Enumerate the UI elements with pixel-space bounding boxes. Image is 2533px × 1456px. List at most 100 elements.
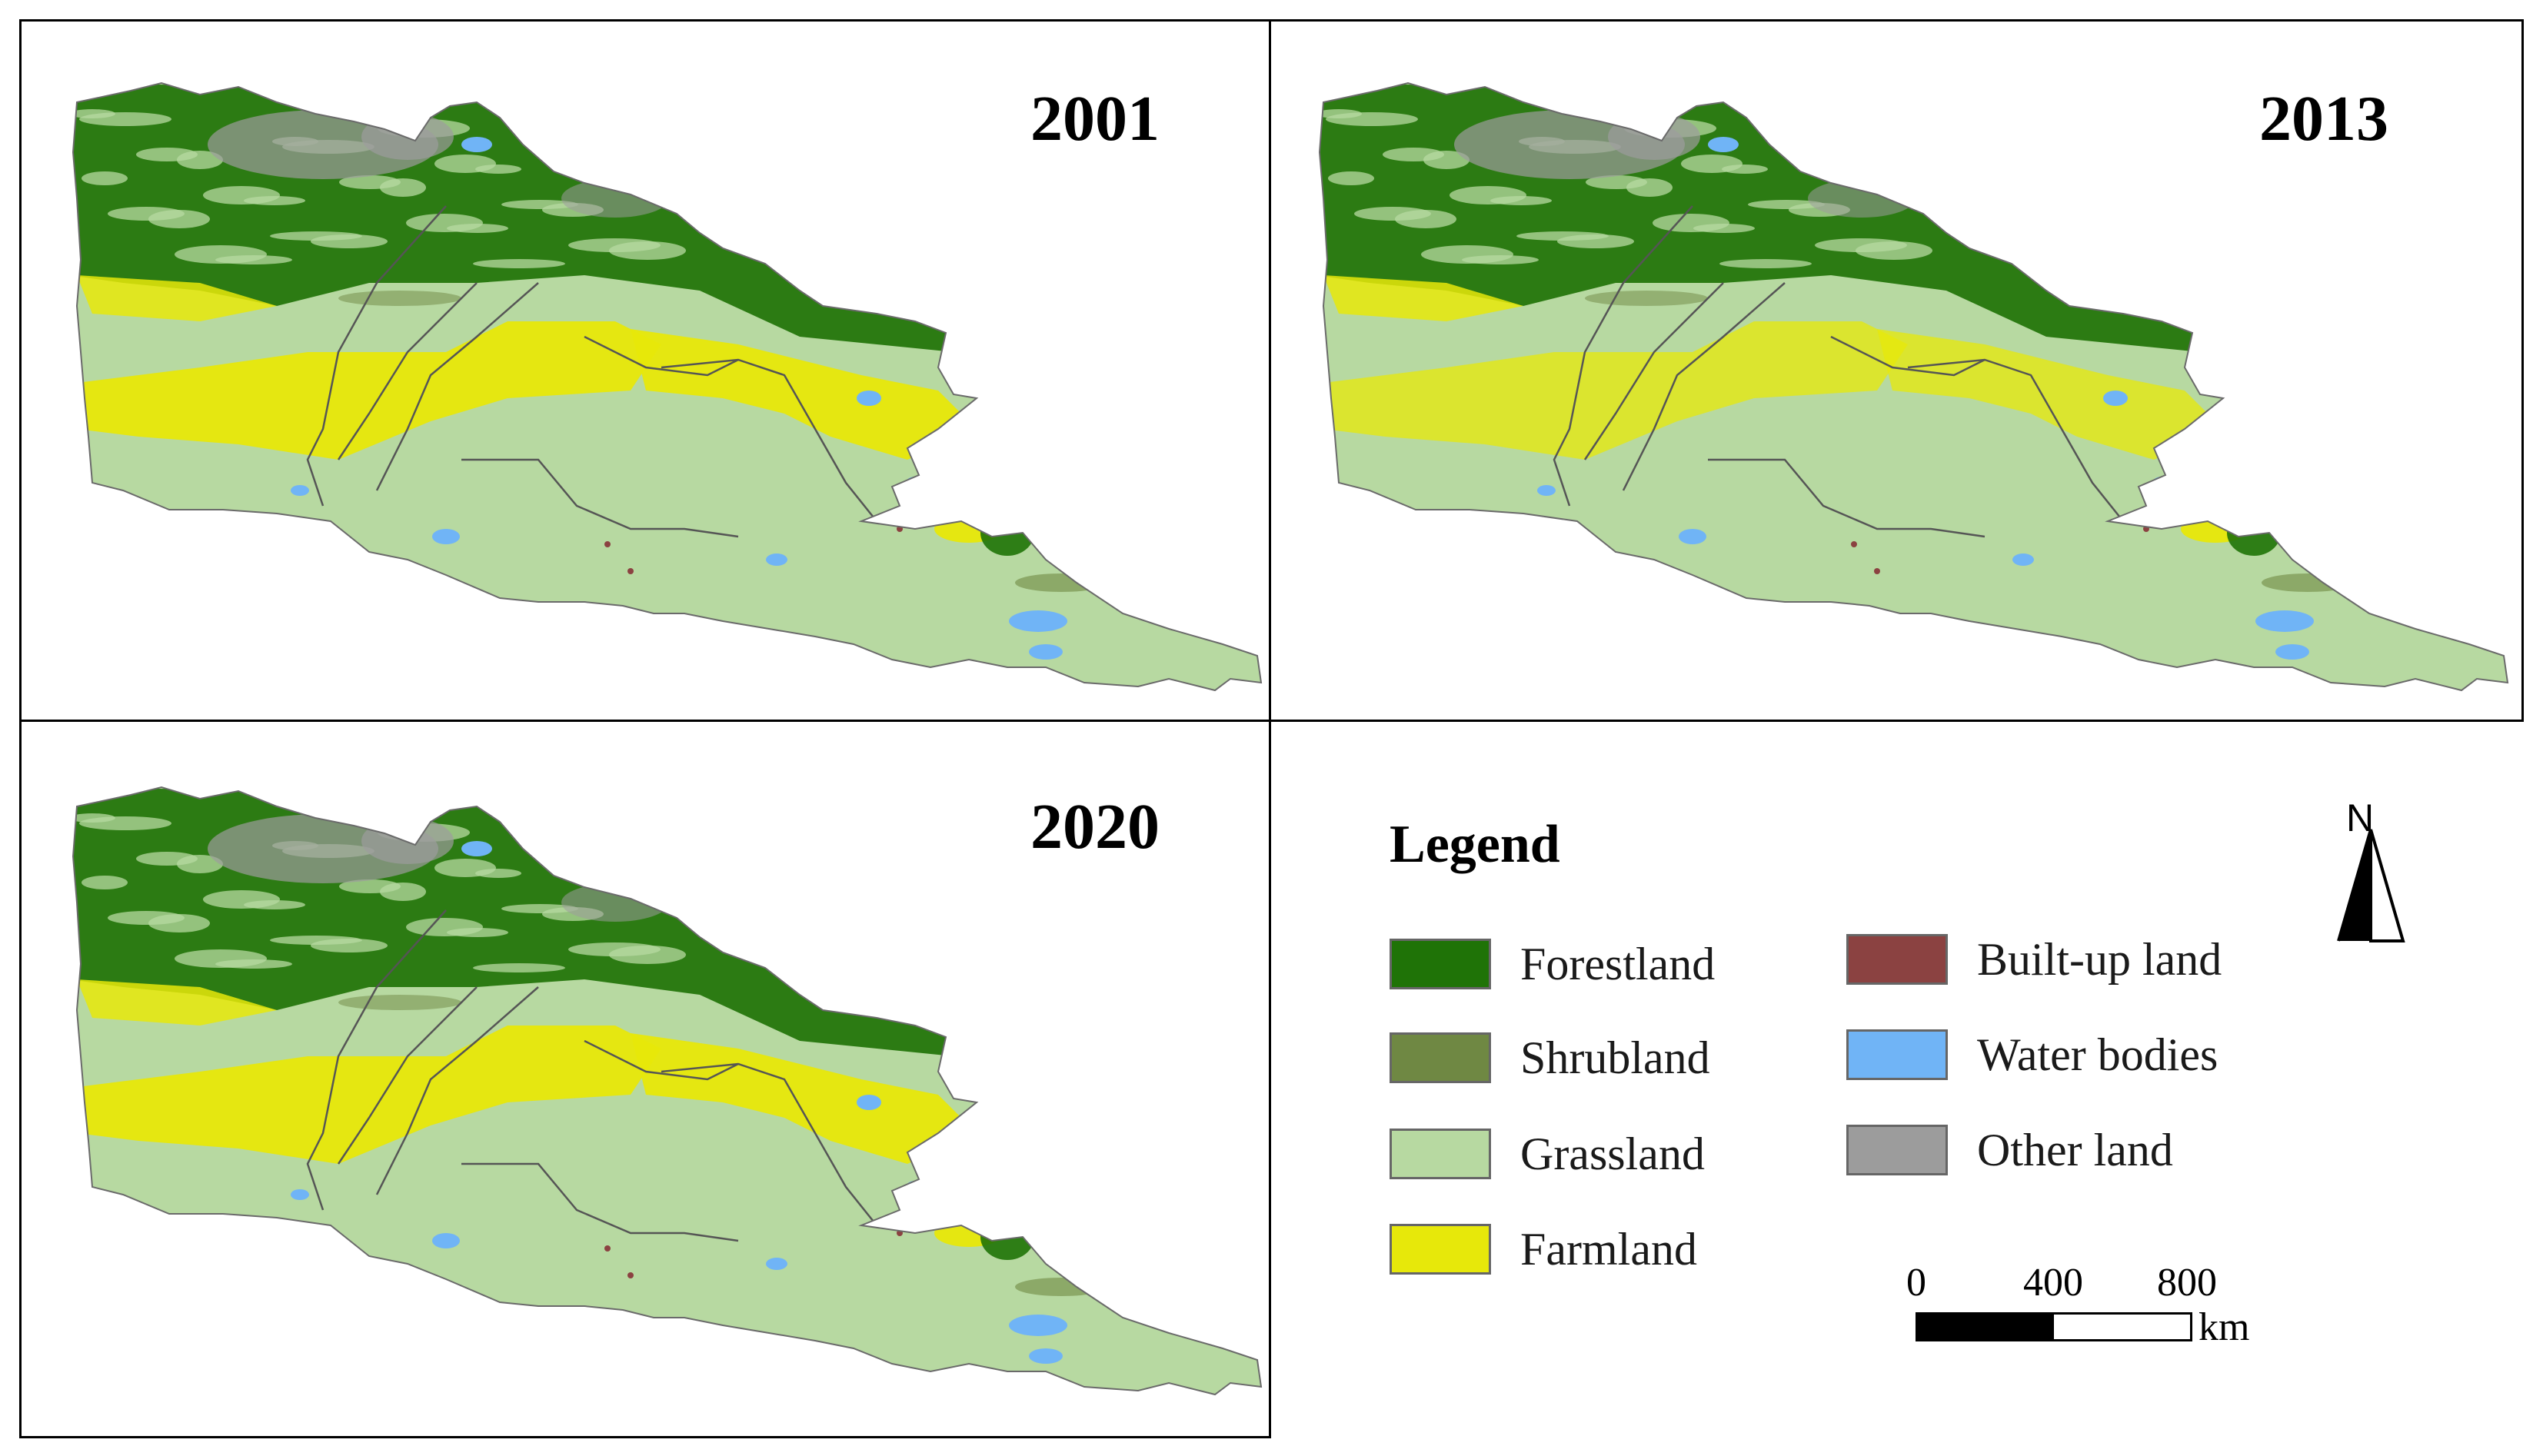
grassland-patch	[1951, 228, 2028, 237]
sub-basin-boundary	[1583, 282, 1724, 460]
grassland-patch	[1912, 123, 1959, 141]
legend-item-farmland: Farmland	[1390, 1222, 1697, 1277]
other-land-patch	[361, 818, 454, 864]
grassland-patch	[1326, 112, 1418, 126]
water-body	[766, 1258, 787, 1270]
land-cover-group	[1320, 83, 2508, 690]
sub-basin-boundary	[375, 282, 539, 491]
shrubland-patch	[338, 995, 461, 1010]
land-use-map-2020	[72, 786, 1263, 1396]
grassland-patch	[1462, 255, 1539, 264]
grassland-patch	[148, 914, 210, 932]
water-body	[461, 137, 492, 152]
grassland-patch	[704, 228, 781, 237]
grassland-patch	[514, 108, 591, 122]
land-use-map-2001	[72, 81, 1263, 692]
grassland-patch	[79, 816, 171, 830]
grassland-patch	[609, 946, 686, 964]
shrubland-patch	[1015, 1278, 1107, 1296]
built-up-dot	[627, 1272, 634, 1278]
water-body	[2103, 391, 2128, 406]
grassland-patch	[571, 848, 617, 862]
water-body	[1009, 1315, 1067, 1336]
other-land-patch	[1608, 114, 1700, 160]
grassland-patch	[311, 234, 388, 248]
legend-label-grassland: Grassland	[1520, 1128, 1705, 1179]
grassland-patch	[79, 112, 171, 126]
scale-tick-400: 400	[2023, 1261, 2083, 1305]
grassland-patch	[733, 168, 794, 178]
scale-bar-white-segment	[2054, 1315, 2190, 1339]
land-cover-group	[73, 787, 1261, 1395]
legend-label-other-land: Other land	[1977, 1124, 2173, 1175]
legend-label-built-up: Built-up land	[1977, 933, 2222, 985]
water-body	[291, 1189, 309, 1200]
farmland-area	[77, 321, 661, 460]
grassland-patch	[1722, 165, 1768, 174]
legend-item-water: Water bodies	[1846, 1027, 2218, 1082]
water-body	[291, 485, 309, 496]
sub-basin-boundary	[306, 909, 447, 1211]
map-content	[72, 786, 1263, 1396]
grassland-patch	[1922, 133, 2015, 142]
grassland-patch	[177, 151, 223, 169]
sub-basin-boundary	[306, 205, 447, 507]
built-up-dot	[1851, 541, 1857, 547]
land-cover-group	[73, 83, 1261, 690]
water-body	[2152, 477, 2171, 489]
other-land-patch	[1808, 179, 1916, 218]
grassland-patch	[380, 883, 426, 901]
water-swatch	[1846, 1029, 1948, 1080]
legend-item-forestland: Forestland	[1390, 936, 1715, 992]
sub-basin-boundary	[1708, 458, 1985, 538]
grassland-patch	[380, 178, 426, 197]
grassland-patch	[1693, 224, 1755, 233]
sub-basin-boundary	[584, 335, 739, 377]
built-up-dot	[604, 541, 611, 547]
grassland-patch	[733, 873, 794, 882]
scale-tick-0: 0	[1906, 1261, 1926, 1305]
sub-basin-boundary	[337, 986, 478, 1165]
sub-basin-boundary	[1622, 282, 1786, 491]
water-body	[1708, 137, 1739, 152]
sub-basin-boundary	[661, 358, 877, 522]
sub-basin-boundary	[461, 1162, 739, 1242]
shrubland-swatch	[1390, 1032, 1491, 1083]
grassland-patch	[447, 928, 508, 937]
water-body	[766, 553, 787, 566]
grassland-patch	[82, 171, 128, 185]
grassland-patch	[1490, 196, 1552, 205]
sub-basin-boundary	[375, 986, 539, 1195]
grassland-patch	[1817, 144, 1863, 158]
legend-label-forestland: Forestland	[1520, 938, 1716, 989]
water-body	[2012, 553, 2034, 566]
legend-label-water: Water bodies	[1977, 1029, 2218, 1080]
legend-item-other-land: Other land	[1846, 1122, 2173, 1178]
shrubland-patch	[1585, 291, 1708, 306]
grassland-patch	[1557, 234, 1634, 248]
grassland-patch	[637, 182, 699, 201]
grassland-patch	[475, 869, 521, 878]
farmland-swatch	[1390, 1224, 1491, 1275]
forestland-patch	[980, 1214, 1034, 1260]
farmland-area	[1323, 321, 1908, 460]
sub-basin-boundary	[584, 1039, 739, 1081]
grassland-patch	[676, 837, 768, 846]
water-body	[906, 1181, 924, 1193]
grassland-patch	[215, 255, 292, 264]
grassland-patch	[1979, 168, 2041, 178]
grassland-patch	[215, 959, 292, 969]
water-body	[2275, 644, 2309, 660]
water-body	[461, 841, 492, 856]
shrubland-patch	[1015, 573, 1107, 592]
map-content	[72, 81, 1263, 692]
grassland-patch	[1856, 241, 1932, 260]
water-body	[1029, 644, 1063, 660]
year-label-2020: 2020	[1030, 791, 1160, 863]
year-label-2001: 2001	[1030, 83, 1160, 155]
legend-item-built-up: Built-up land	[1846, 932, 2222, 987]
forestland-patch	[980, 510, 1034, 556]
grassland-patch	[581, 147, 673, 165]
sub-basin-boundary	[1553, 205, 1693, 507]
legend-item-shrubland: Shrubland	[1390, 1030, 1710, 1085]
